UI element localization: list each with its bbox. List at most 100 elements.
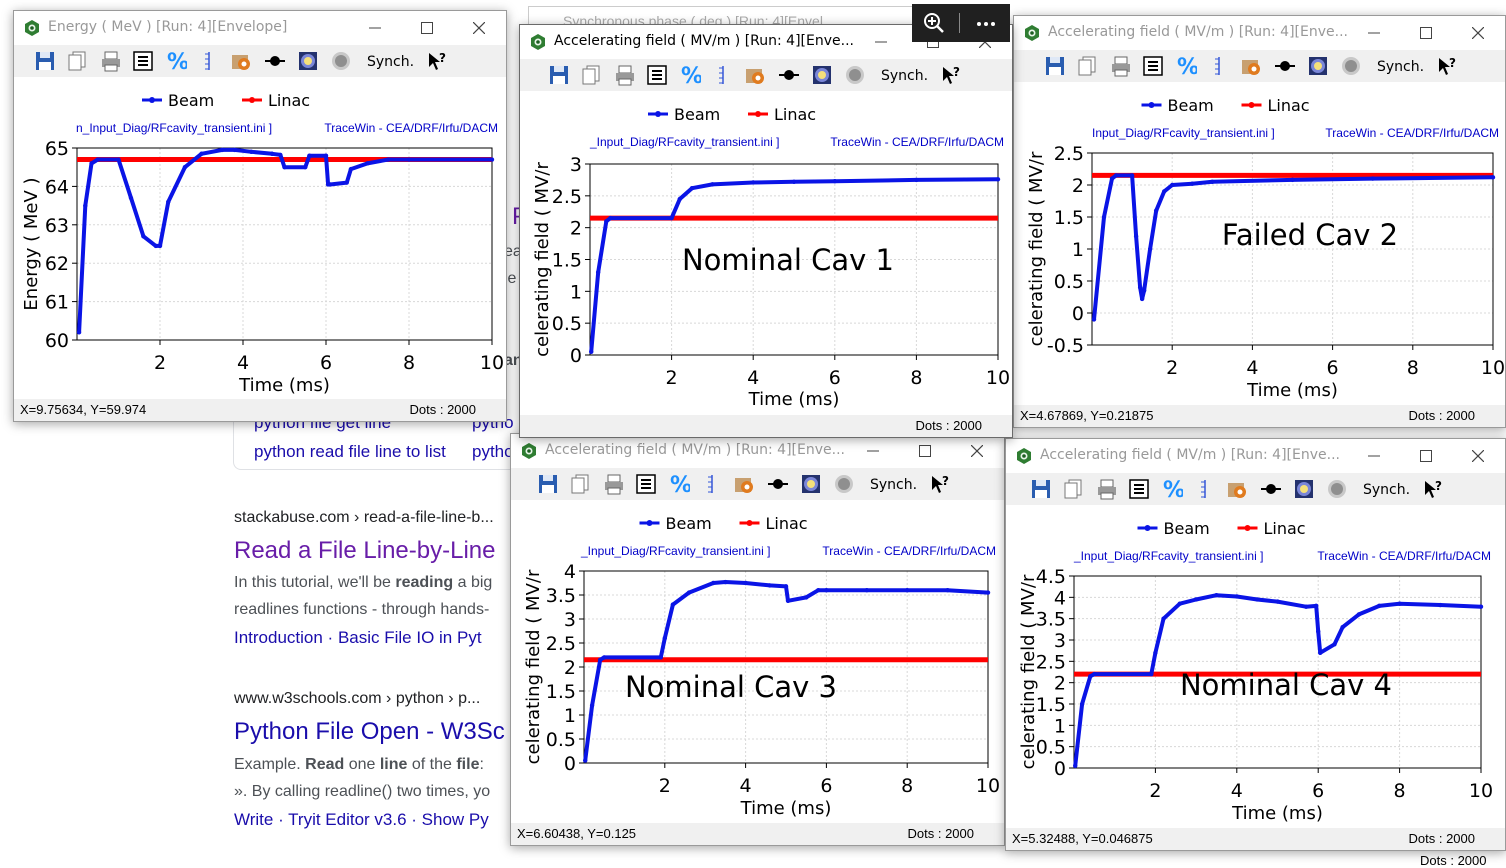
result-title[interactable]: Python File Open - W3Sc	[234, 718, 505, 745]
zoom-in-icon[interactable]	[922, 11, 946, 35]
marker-style-button[interactable]	[1274, 55, 1296, 77]
y-axis-label: Energy ( MeV )	[21, 177, 42, 310]
window-titlebar[interactable]: Energy ( MeV ) [Run: 4][Envelope]	[14, 11, 506, 45]
cav2-plot-window[interactable]: Accelerating field ( MV/m ) [Run: 4][Env…	[1013, 15, 1506, 428]
minimize-button[interactable]	[1349, 439, 1401, 473]
minimize-button[interactable]	[1349, 16, 1401, 50]
maximize-button[interactable]	[1401, 439, 1453, 473]
data-list-button[interactable]	[132, 50, 154, 72]
whats-this-help-button[interactable]: ?	[940, 64, 962, 86]
whats-this-help-button[interactable]: ?	[426, 50, 448, 72]
minimize-button[interactable]	[350, 11, 402, 45]
result-sitelinks[interactable]: Write · Tryit Editor v3.6 · Show Py	[234, 810, 489, 829]
print-button[interactable]	[614, 64, 636, 86]
settings-gear-button[interactable]	[1240, 55, 1262, 77]
print-button[interactable]	[100, 50, 122, 72]
percent-button[interactable]: %	[165, 50, 189, 75]
data-list-button[interactable]	[1142, 55, 1164, 77]
data-list-button[interactable]	[1128, 478, 1150, 500]
percent-button[interactable]: %	[679, 64, 703, 89]
color-map-button[interactable]	[800, 473, 822, 495]
settings-gear-button[interactable]	[1226, 478, 1248, 500]
color-map-button[interactable]	[811, 64, 833, 86]
cav3-plot-window[interactable]: Accelerating field ( MV/m ) [Run: 4][Env…	[510, 433, 1005, 846]
color-map-button[interactable]	[1293, 478, 1315, 500]
maximize-button[interactable]	[900, 434, 952, 468]
scale-button[interactable]	[712, 64, 734, 86]
scale-button[interactable]	[701, 473, 723, 495]
copy-button[interactable]	[1076, 55, 1098, 77]
data-list-button[interactable]	[635, 473, 657, 495]
settings-gear-button[interactable]	[230, 50, 252, 72]
energy-plot-window[interactable]: Energy ( MeV ) [Run: 4][Envelope]% Synch.…	[13, 10, 507, 422]
marker-style-button[interactable]	[767, 473, 789, 495]
copy-button[interactable]	[580, 64, 602, 86]
copy-button[interactable]	[569, 473, 591, 495]
related-search-link[interactable]: python read file line to list	[254, 442, 446, 461]
marker-style-button[interactable]	[264, 50, 286, 72]
whats-this-help-button[interactable]: ?	[929, 473, 951, 495]
percent-button[interactable]: %	[1175, 55, 1199, 80]
copy-button[interactable]	[1062, 478, 1084, 500]
close-button[interactable]	[952, 434, 1004, 468]
record-button[interactable]	[844, 64, 866, 86]
percent-button[interactable]: %	[668, 473, 692, 498]
record-button[interactable]	[330, 50, 352, 72]
color-map-button[interactable]	[297, 50, 319, 72]
plot-area[interactable]: Beam Linac Input_Diag/RFcavity_transient.i…	[1014, 82, 1505, 405]
maximize-icon	[1420, 27, 1432, 39]
marker-style-button[interactable]	[778, 64, 800, 86]
x-tick-label: 6	[820, 775, 832, 797]
save-button[interactable]	[1044, 55, 1066, 77]
settings-gear-button[interactable]	[744, 64, 766, 86]
maximize-button[interactable]	[1401, 16, 1453, 50]
plot-area[interactable]: Beam Linac n_Input_Diag/RFcavity_transient…	[14, 77, 506, 399]
scale-button[interactable]	[1208, 55, 1230, 77]
record-button[interactable]	[833, 473, 855, 495]
save-button[interactable]	[548, 64, 570, 86]
plot-area[interactable]: Beam Linac _Input_Diag/RFcavity_transient.…	[520, 91, 1012, 415]
whats-this-help-button[interactable]: ?	[1422, 478, 1444, 500]
window-titlebar[interactable]: Accelerating field ( MV/m ) [Run: 4][Env…	[1014, 16, 1505, 50]
synch-button[interactable]: Synch.	[870, 477, 918, 493]
result-title[interactable]: Read a File Line-by-Line	[234, 537, 496, 564]
synch-button[interactable]: Synch.	[367, 54, 415, 70]
print-button[interactable]	[603, 473, 625, 495]
close-button[interactable]	[1453, 439, 1505, 473]
minimize-button[interactable]	[856, 25, 908, 59]
maximize-button[interactable]	[402, 11, 454, 45]
marker-style-button[interactable]	[1260, 478, 1282, 500]
save-button[interactable]	[537, 473, 559, 495]
related-search-link[interactable]: pytho	[472, 442, 514, 461]
close-button[interactable]	[454, 11, 506, 45]
record-button[interactable]	[1326, 478, 1348, 500]
minimize-icon	[867, 450, 879, 452]
more-dots-icon[interactable]	[974, 11, 998, 35]
synch-button[interactable]: Synch.	[881, 68, 929, 84]
print-button[interactable]	[1096, 478, 1118, 500]
cav4-plot-window[interactable]: Accelerating field ( MV/m ) [Run: 4][Env…	[1005, 438, 1506, 851]
synch-button[interactable]: Synch.	[1377, 59, 1425, 75]
cav1-plot-window[interactable]: Accelerating field ( MV/m ) [Run: 4][Env…	[519, 24, 1013, 438]
copy-button[interactable]	[66, 50, 88, 72]
result-sitelinks[interactable]: Introduction · Basic File IO in Pyt	[234, 628, 482, 647]
color-map-button[interactable]	[1307, 55, 1329, 77]
plot-area[interactable]: Beam Linac _Input_Diag/RFcavity_transient.…	[511, 500, 1004, 823]
beam-data-point	[323, 153, 329, 158]
percent-button[interactable]: %	[1161, 478, 1185, 503]
minimize-button[interactable]	[848, 434, 900, 468]
scale-button[interactable]	[1194, 478, 1216, 500]
window-titlebar[interactable]: Accelerating field ( MV/m ) [Run: 4][Env…	[511, 434, 1004, 468]
scale-button[interactable]	[198, 50, 220, 72]
record-button[interactable]	[1340, 55, 1362, 77]
save-button[interactable]	[1030, 478, 1052, 500]
settings-gear-button[interactable]	[733, 473, 755, 495]
print-button[interactable]	[1110, 55, 1132, 77]
save-button[interactable]	[34, 50, 56, 72]
close-button[interactable]	[1453, 16, 1505, 50]
plot-area[interactable]: Beam Linac _Input_Diag/RFcavity_transient.…	[1006, 505, 1505, 828]
synch-button[interactable]: Synch.	[1363, 482, 1411, 498]
whats-this-help-button[interactable]: ?	[1436, 55, 1458, 77]
window-titlebar[interactable]: Accelerating field ( MV/m ) [Run: 4][Env…	[1006, 439, 1505, 473]
data-list-button[interactable]	[646, 64, 668, 86]
